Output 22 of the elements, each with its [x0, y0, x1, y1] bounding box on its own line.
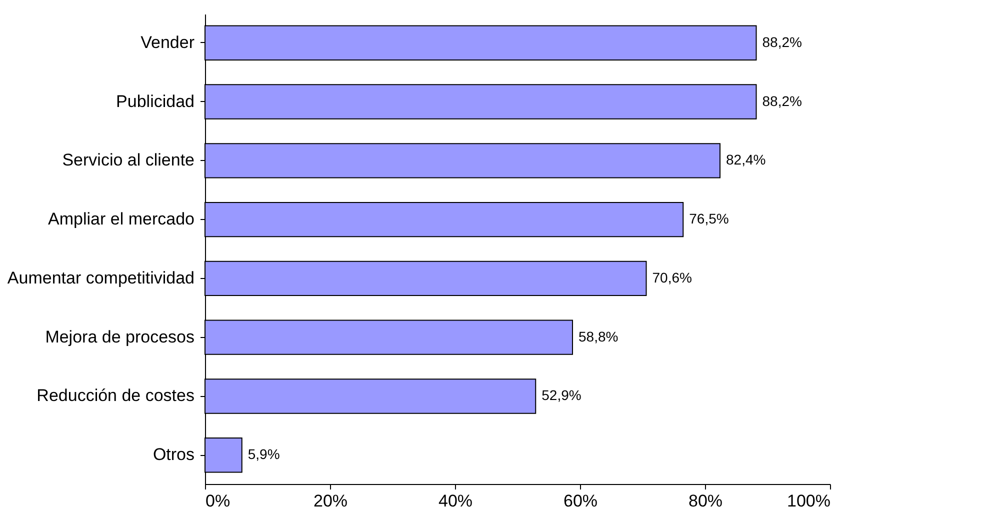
y-tick-label: Publicidad — [116, 92, 194, 111]
data-label: 88,2% — [762, 92, 802, 109]
x-tick-label: 20% — [313, 492, 348, 510]
x-tick-label: 80% — [688, 492, 723, 510]
x-tick-label: 100% — [787, 492, 830, 510]
y-tick-label: Vender — [140, 32, 195, 52]
data-label: 5,9% — [248, 446, 280, 462]
data-label: 58,8% — [578, 328, 618, 344]
data-label: 52,9% — [542, 387, 582, 404]
y-tick-label: Otros — [152, 445, 194, 464]
y-tick-label: Reducción de costes — [36, 386, 194, 406]
x-tick-label: 40% — [438, 492, 473, 510]
y-tick-label: Mejora de procesos — [45, 327, 194, 346]
y-tick-label: Aumentar competitividad — [7, 268, 194, 288]
data-label: 82,4% — [726, 152, 766, 168]
y-tick-label: Ampliar el mercado — [48, 210, 194, 229]
data-label: 88,2% — [762, 34, 802, 50]
y-tick-label: Servicio al cliente — [62, 150, 194, 170]
data-label: 70,6% — [652, 269, 692, 286]
x-tick-label: 60% — [563, 492, 598, 510]
data-label: 76,5% — [689, 210, 729, 227]
x-tick-label: 0% — [206, 492, 230, 510]
